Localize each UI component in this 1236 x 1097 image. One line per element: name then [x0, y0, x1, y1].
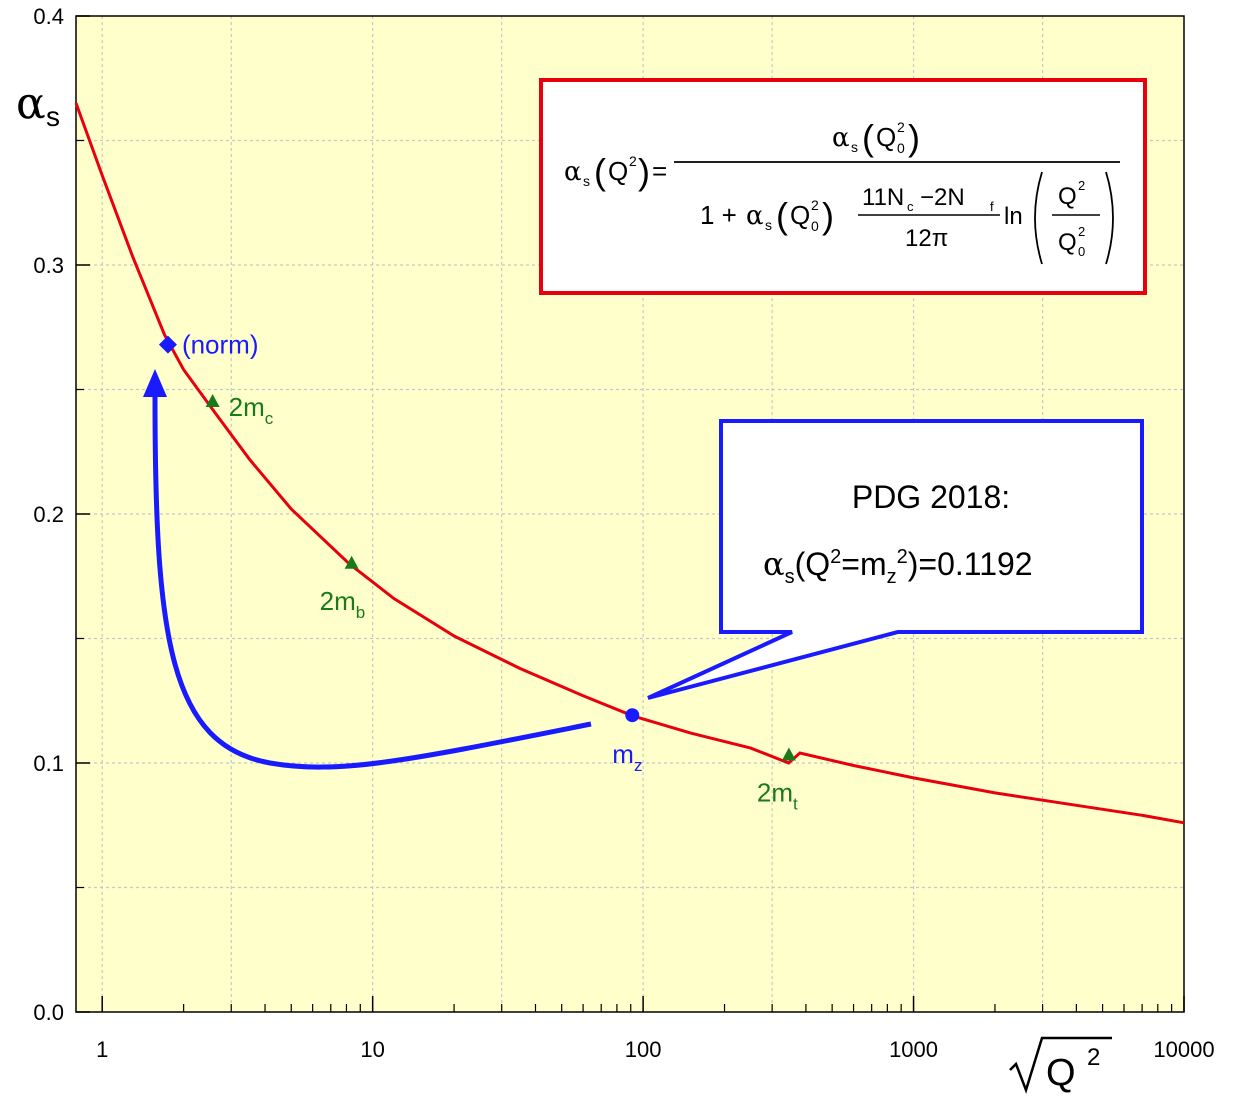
- callout-s: s: [785, 566, 795, 588]
- formula-s-den: s: [765, 217, 772, 233]
- threshold-label: 2mc: [229, 392, 274, 428]
- x-tick-label: 10: [360, 1037, 384, 1062]
- formula-equals: =: [652, 156, 667, 186]
- arrowhead: [143, 369, 167, 397]
- formula-ln: ln: [1004, 203, 1023, 230]
- evolution-arrow: [152, 395, 592, 770]
- formula-11Nc: 11N: [862, 184, 904, 211]
- threshold-marker: [344, 555, 359, 569]
- norm-label: (norm): [182, 330, 259, 360]
- formula-sup-den: 2: [811, 197, 819, 213]
- x-tick-label: 1000: [889, 1037, 938, 1062]
- formula-Q-num: Q: [876, 122, 896, 152]
- svg-text:(: (: [862, 117, 874, 158]
- y-tick-label: 0.0: [33, 1000, 64, 1025]
- callout-z: z: [887, 566, 897, 588]
- mz-label: mz: [612, 739, 642, 775]
- formula-2Nf: −2N: [920, 184, 965, 211]
- formula-sub-num: 0: [897, 140, 905, 156]
- formula-box: α s ( Q 2 ) = α s ( Q 2 0 ) 1 + α s ( Q …: [539, 78, 1147, 295]
- formula-one-plus: 1 +: [700, 200, 737, 230]
- alpha-s-curve: [74, 102, 1185, 825]
- formula-sub-ln-den: 0: [1078, 244, 1085, 259]
- formula-s-num: s: [851, 139, 858, 155]
- callout-sup1: 2: [830, 546, 841, 568]
- callout-eq: =m: [841, 546, 886, 582]
- svg-text:): ): [822, 195, 834, 236]
- y-axis-label-sub: s: [46, 101, 60, 132]
- threshold-marker: [781, 747, 796, 761]
- formula-Q-ln-den: Q: [1058, 229, 1077, 256]
- y-tick-label: 0.1: [33, 751, 64, 776]
- formula-f: f: [990, 199, 994, 214]
- callout-close: )=0.1192: [908, 546, 1033, 582]
- formula-alpha-lhs: α: [564, 157, 582, 187]
- y-axis-label: α s: [16, 78, 60, 132]
- x-tick-label: 1: [96, 1037, 108, 1062]
- callout-title: PDG 2018:: [852, 479, 1010, 515]
- formula-c: c: [907, 199, 914, 214]
- y-tick-label: 0.4: [33, 4, 64, 29]
- svg-text:(: (: [594, 151, 606, 192]
- y-tick-label: 0.3: [33, 253, 64, 278]
- formula-Q-ln-num: Q: [1058, 183, 1077, 210]
- formula-sup-ln-num: 2: [1078, 178, 1085, 193]
- svg-text:(: (: [776, 195, 788, 236]
- callout-value: αs(Q2=mz2)=0.1192: [763, 545, 1033, 588]
- mz-marker: [625, 708, 640, 723]
- formula-alpha-num: α: [832, 123, 850, 153]
- formula-s-lhs: s: [583, 173, 590, 189]
- formula-alpha-den: α: [746, 201, 764, 231]
- threshold-marker: [205, 393, 220, 407]
- x-tick-label: 100: [625, 1037, 662, 1062]
- formula-Q-den: Q: [790, 200, 810, 230]
- y-axis-label-alpha: α: [16, 78, 46, 129]
- formula-sup-ln-den: 2: [1078, 224, 1085, 239]
- x-tick-label: 10000: [1153, 1037, 1214, 1062]
- svg-text:): ): [908, 117, 920, 158]
- x-axis-label-sup: 2: [1087, 1044, 1100, 1071]
- x-axis-label: Q 2: [1009, 1036, 1112, 1094]
- svg-text:): ): [638, 151, 650, 192]
- callout-open: (Q: [795, 546, 831, 582]
- formula-sup-num: 2: [897, 119, 905, 135]
- x-axis-label-Q: Q: [1046, 1052, 1076, 1094]
- norm-marker: [158, 335, 177, 354]
- threshold-label: 2mb: [320, 586, 366, 622]
- y-tick-label: 0.2: [33, 502, 64, 527]
- formula-12pi: 12π: [905, 225, 948, 252]
- formula-sup-lhs: 2: [629, 153, 637, 169]
- axis-ticks: 1 10 100 1000 10000 0.0 0.1 0.2 0.3 0.4: [33, 4, 1214, 1062]
- markers: (norm) 2mc 2mb mz 2mt: [158, 330, 798, 814]
- formula-Q-lhs: Q: [608, 156, 628, 186]
- sqrt-sign: [1009, 1036, 1112, 1094]
- callout-sup2: 2: [897, 546, 908, 568]
- callout-alpha: α: [763, 545, 785, 583]
- pdg-callout: PDG 2018: αs(Q2=mz2)=0.1192: [647, 419, 1144, 700]
- threshold-label: 2mt: [757, 778, 798, 814]
- formula-sub-den: 0: [811, 218, 819, 234]
